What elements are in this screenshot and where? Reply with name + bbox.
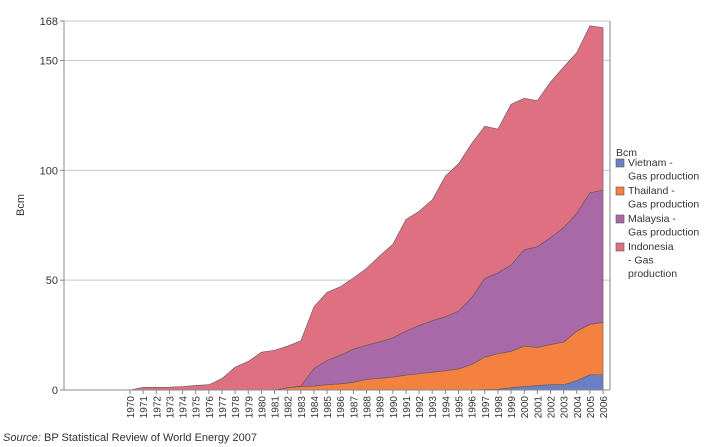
- x-tick-label: 1976: [205, 396, 216, 419]
- x-tick-label: 1986: [336, 396, 347, 419]
- legend-label: Indonesia: [628, 241, 674, 253]
- axes: [63, 21, 611, 391]
- legend-swatch: [615, 242, 625, 252]
- legend-label: Gas production: [628, 227, 699, 239]
- x-tick-label: 1970: [126, 396, 137, 419]
- y-tick-label: 150: [40, 56, 58, 68]
- legend: Bcm Vietnam - Gas production Thailand - Gas…: [615, 147, 699, 280]
- legend-label: production: [628, 268, 677, 280]
- x-tick-label: 1991: [402, 396, 413, 419]
- legend-label: Vietnam -: [628, 157, 673, 169]
- x-tick-label: 2004: [573, 396, 584, 419]
- x-tick-label: 1977: [218, 396, 229, 419]
- x-tick-label: 2002: [546, 396, 557, 419]
- x-tick-label: 1998: [494, 396, 505, 419]
- legend-label: Gas production: [628, 199, 699, 211]
- x-tick-label: 1989: [376, 396, 387, 419]
- x-tick-label: 1995: [455, 396, 466, 419]
- x-tick-label: 1992: [415, 396, 426, 419]
- legend-swatch: [615, 214, 625, 224]
- x-tick-labels: 1970 1971 1972 1973 1974 1975 1976 1977 1978 1979…: [126, 390, 610, 418]
- x-tick-label: 1981: [271, 396, 282, 419]
- x-tick-label: 2005: [586, 396, 597, 419]
- legend-label: - Gas: [628, 255, 654, 267]
- y-tick-label: 168: [40, 16, 58, 28]
- x-tick-label: 1983: [297, 396, 308, 419]
- x-tick-label: 1993: [428, 396, 439, 419]
- legend-label: Thailand -: [628, 185, 675, 197]
- x-tick-label: 1997: [481, 396, 492, 419]
- source-label: Source:: [3, 432, 41, 444]
- y-axis-label: Bcm: [15, 194, 27, 216]
- legend-label: Malaysia -: [628, 213, 676, 225]
- area-series: [129, 25, 604, 391]
- legend-label: Gas production: [628, 171, 699, 183]
- stacked-areas: [129, 25, 604, 391]
- x-tick-label: 2001: [533, 396, 544, 419]
- legend-swatch: [615, 186, 625, 196]
- x-tick-label: 1988: [363, 396, 374, 419]
- x-tick-label: 1996: [468, 396, 479, 419]
- x-tick-label: 1979: [244, 396, 255, 419]
- x-tick-label: 2000: [520, 396, 531, 419]
- x-tick-label: 1974: [179, 396, 190, 419]
- source-note: Source: BP Statistical Review of World E…: [3, 432, 257, 444]
- y-tick-label: 50: [46, 275, 58, 287]
- x-tick-label: 2003: [560, 396, 571, 419]
- x-tick-label: 1994: [441, 396, 452, 419]
- legend-title: Bcm: [616, 147, 637, 159]
- legend-swatch: [615, 158, 625, 168]
- x-tick-label: 1985: [323, 396, 334, 419]
- x-tick-label: 1973: [165, 396, 176, 419]
- x-tick-label: 1984: [310, 396, 321, 419]
- y-tick-labels: 0 50 100 150 168: [40, 16, 64, 397]
- x-tick-label: 1982: [284, 396, 295, 419]
- x-tick-label: 1971: [139, 396, 150, 419]
- x-tick-label: 1978: [231, 396, 242, 419]
- x-tick-label: 1990: [389, 396, 400, 419]
- x-tick-label: 2006: [599, 396, 610, 419]
- source-text: BP Statistical Review of World Energy 20…: [43, 432, 257, 444]
- x-tick-label: 1980: [257, 396, 268, 419]
- y-tick-label: 100: [40, 165, 58, 177]
- x-tick-label: 1999: [507, 396, 518, 419]
- y-tick-label: 0: [52, 385, 58, 397]
- x-tick-label: 1975: [192, 396, 203, 419]
- x-tick-label: 1972: [152, 396, 163, 419]
- x-tick-label: 1987: [349, 396, 360, 419]
